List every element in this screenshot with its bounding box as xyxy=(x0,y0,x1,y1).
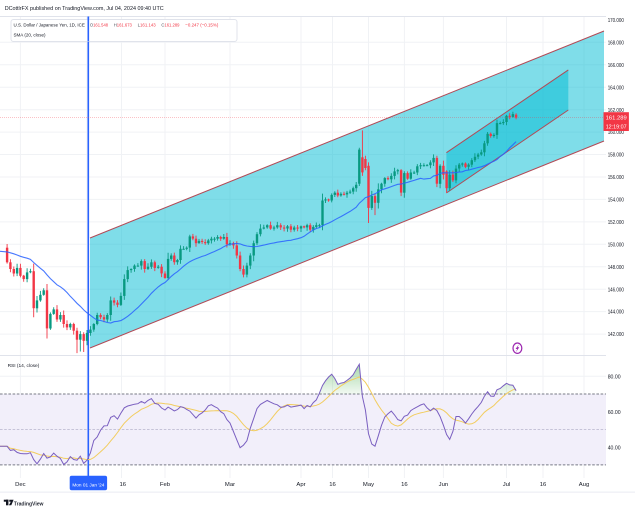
svg-text:60.00: 60.00 xyxy=(608,410,622,416)
svg-text:12:19:07: 12:19:07 xyxy=(606,124,627,130)
svg-text:146.000: 146.000 xyxy=(608,287,625,293)
svg-text:16: 16 xyxy=(401,482,408,488)
svg-text:168.000: 168.000 xyxy=(608,40,625,46)
svg-text:16: 16 xyxy=(540,482,547,488)
svg-text:C161.289: C161.289 xyxy=(161,23,179,29)
svg-text:Apr: Apr xyxy=(296,482,305,488)
svg-text:RSI (14, close): RSI (14, close) xyxy=(8,363,40,369)
svg-text:170.000: 170.000 xyxy=(608,18,625,24)
svg-text:−0.247 (−0.15%): −0.247 (−0.15%) xyxy=(185,23,218,29)
svg-text:U.S. Dollar / Japanese Yen, 1D: U.S. Dollar / Japanese Yen, 1D, ICE xyxy=(14,23,86,29)
svg-text:Jun: Jun xyxy=(439,482,449,488)
svg-text:SMA (20, close): SMA (20, close) xyxy=(14,32,46,38)
svg-text:160.000: 160.000 xyxy=(608,130,625,136)
svg-text:Jul: Jul xyxy=(503,482,511,488)
svg-text:142.000: 142.000 xyxy=(608,332,625,338)
svg-text:Mon 01 Jan '24: Mon 01 Jan '24 xyxy=(72,482,104,488)
svg-text:80.00: 80.00 xyxy=(608,374,622,380)
svg-text:May: May xyxy=(363,482,374,488)
svg-text:Feb: Feb xyxy=(160,482,171,488)
svg-text:TradingView: TradingView xyxy=(14,502,44,508)
svg-text:166.000: 166.000 xyxy=(608,63,625,69)
svg-text:150.000: 150.000 xyxy=(608,242,625,248)
svg-text:O161.548: O161.548 xyxy=(90,23,108,29)
svg-text:162.000: 162.000 xyxy=(608,108,625,114)
svg-text:H161.673: H161.673 xyxy=(114,23,132,29)
svg-text:152.000: 152.000 xyxy=(608,220,625,226)
svg-text:16: 16 xyxy=(329,482,336,488)
svg-text:L161.143: L161.143 xyxy=(138,23,156,29)
svg-text:148.000: 148.000 xyxy=(608,265,625,271)
svg-text:40.00: 40.00 xyxy=(608,445,622,451)
svg-text:Aug: Aug xyxy=(579,482,589,488)
svg-text:144.000: 144.000 xyxy=(608,310,625,316)
svg-text:156.000: 156.000 xyxy=(608,175,625,181)
svg-text:DCottlrFX published on Trading: DCottlrFX published on TradingView.com, … xyxy=(5,6,164,12)
svg-text:154.000: 154.000 xyxy=(608,198,625,204)
svg-text:158.000: 158.000 xyxy=(608,153,625,159)
svg-text:164.000: 164.000 xyxy=(608,85,625,91)
svg-text:161.289: 161.289 xyxy=(606,116,627,122)
svg-text:Dec: Dec xyxy=(15,482,26,488)
svg-text:Mar: Mar xyxy=(225,482,235,488)
svg-text:16: 16 xyxy=(120,482,127,488)
